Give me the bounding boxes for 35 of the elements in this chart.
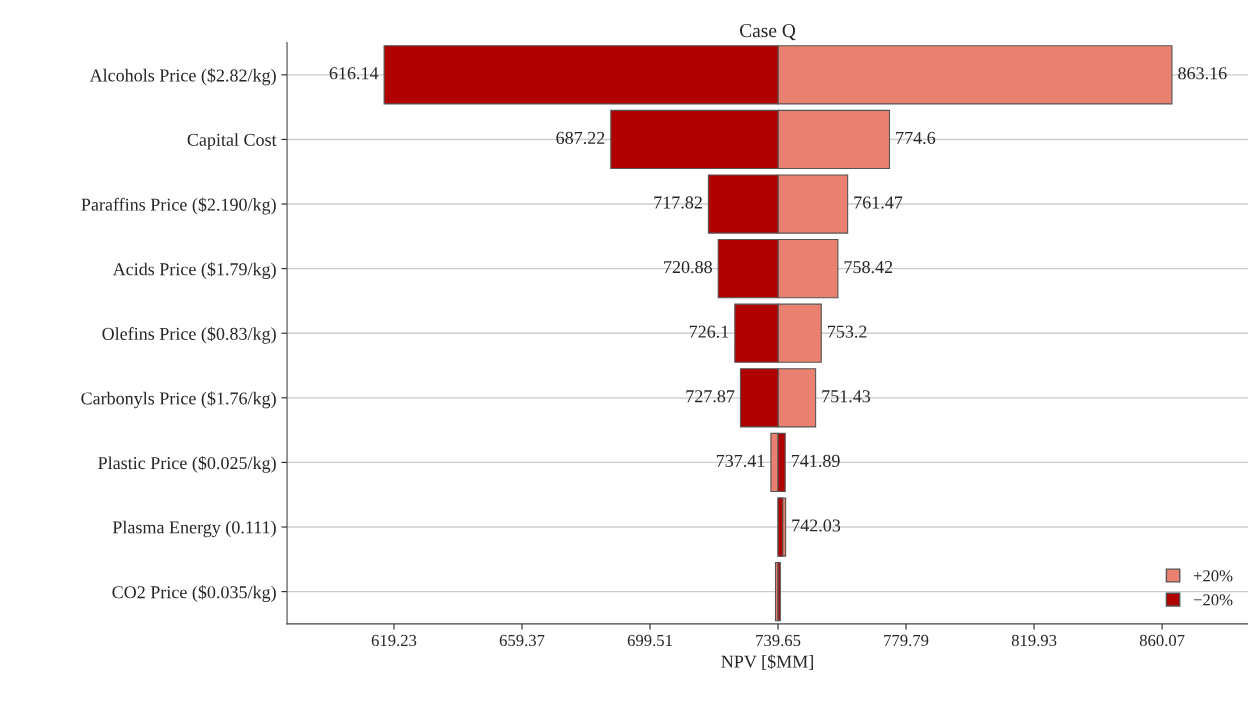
x-tick-label: 659.37 <box>499 634 545 647</box>
y-tick-label: Olefins Price ($0.83/kg) <box>102 326 276 344</box>
y-tick-label: Plastic Price ($0.025/kg) <box>98 455 276 473</box>
x-axis-title: NPV [$MM] <box>721 654 813 670</box>
y-tick-label: Acids Price ($1.79/kg) <box>112 262 276 280</box>
data-label: 726.1 <box>689 325 729 338</box>
data-label: 863.16 <box>1178 67 1227 80</box>
legend-label: +20% <box>1193 570 1233 582</box>
x-tick-label: 779.79 <box>884 634 929 647</box>
data-label: 717.82 <box>654 196 702 209</box>
data-label: 774.6 <box>896 131 936 145</box>
x-tick-label: 619.23 <box>371 634 417 647</box>
x-tick-label: 739.65 <box>756 634 801 647</box>
y-tick-label: Alcohols Price ($2.82/kg) <box>89 68 276 86</box>
x-tick-label: 819.93 <box>1011 634 1057 647</box>
data-label: 761.47 <box>854 196 903 209</box>
data-label: 751.43 <box>822 390 871 403</box>
data-label: 616.14 <box>329 67 379 80</box>
data-label: 758.42 <box>844 260 893 274</box>
data-label: 687.22 <box>556 131 605 145</box>
chart-title: Case Q <box>739 24 796 41</box>
y-tick-label: Plasma Energy (0.111) <box>112 520 276 538</box>
y-tick-label: Paraffins Price ($2.190/kg) <box>81 197 276 215</box>
x-tick-label: 860.07 <box>1139 634 1185 647</box>
data-label: 737.41 <box>716 454 765 468</box>
data-label: 720.88 <box>664 260 712 274</box>
data-label: 727.87 <box>686 390 735 403</box>
y-tick-label: Capital Cost <box>187 133 277 150</box>
data-label: 742.03 <box>792 519 841 532</box>
y-tick-label: Carbonyls Price ($1.76/kg) <box>81 391 276 409</box>
legend-label: −20% <box>1193 594 1233 606</box>
x-tick-label: 699.51 <box>627 634 672 647</box>
data-label: 741.89 <box>791 454 840 468</box>
data-label: 753.2 <box>828 325 867 338</box>
y-tick-label: CO2 Price ($0.035/kg) <box>112 585 276 603</box>
